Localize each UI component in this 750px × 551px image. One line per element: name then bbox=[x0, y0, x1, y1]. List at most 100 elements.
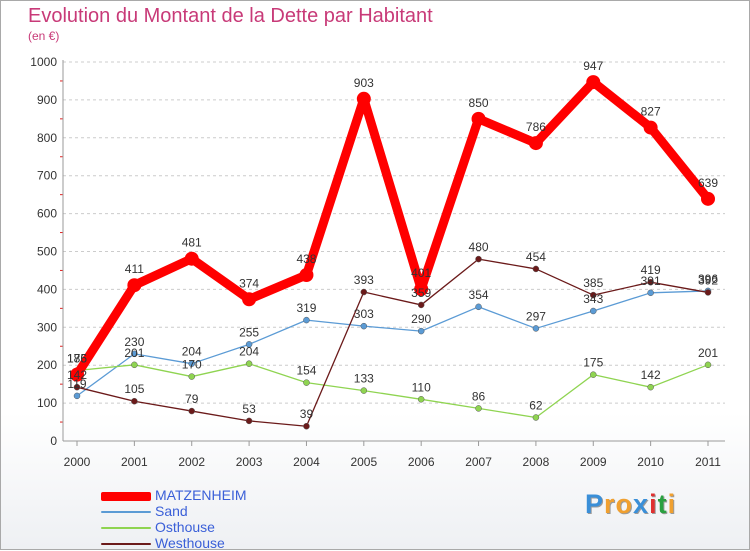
data-point-westhouse bbox=[73, 383, 81, 391]
data-label: 201 bbox=[698, 346, 718, 360]
y-tick-label: 500 bbox=[37, 245, 57, 259]
data-label: 204 bbox=[239, 345, 259, 359]
data-label: 419 bbox=[641, 263, 661, 277]
x-tick-label: 2000 bbox=[64, 455, 91, 469]
data-label: 79 bbox=[185, 392, 199, 406]
legend-swatch bbox=[101, 543, 151, 546]
data-point-osthouse bbox=[360, 387, 368, 394]
legend-item-osthouse: Osthouse bbox=[101, 519, 247, 535]
data-label: 391 bbox=[641, 274, 661, 288]
data-point-osthouse bbox=[417, 396, 425, 403]
data-label: 396 bbox=[698, 272, 718, 286]
data-label: 175 bbox=[67, 352, 87, 366]
data-point-westhouse bbox=[131, 397, 138, 405]
legend-item-westhouse: Westhouse bbox=[101, 535, 247, 551]
data-point-matzenheim bbox=[356, 91, 371, 106]
data-point-sand bbox=[532, 325, 540, 332]
data-point-osthouse bbox=[647, 383, 654, 391]
data-label: 186 bbox=[67, 352, 87, 366]
y-tick-label: 1000 bbox=[30, 55, 57, 69]
data-label: 86 bbox=[472, 389, 486, 403]
data-point-osthouse bbox=[131, 361, 138, 369]
data-point-sand bbox=[73, 392, 81, 400]
data-point-westhouse bbox=[360, 288, 368, 296]
series-line-matzenheim bbox=[72, 77, 713, 380]
legend-item-matzenheim: MATZENHEIM bbox=[101, 487, 247, 503]
x-tick-label: 2008 bbox=[523, 455, 550, 469]
data-label: 786 bbox=[526, 120, 546, 134]
logo-letter: i bbox=[649, 489, 658, 519]
x-tick-label: 2001 bbox=[121, 455, 148, 469]
legend-label: Osthouse bbox=[155, 519, 215, 535]
data-label: 850 bbox=[469, 96, 489, 110]
x-tick-label: 2006 bbox=[408, 455, 435, 469]
data-point-matzenheim bbox=[528, 136, 543, 151]
chart-subtitle: (en €) bbox=[28, 29, 60, 43]
data-point-matzenheim bbox=[242, 292, 257, 307]
y-tick-label: 700 bbox=[37, 169, 57, 183]
legend-label: Westhouse bbox=[155, 535, 225, 551]
series-line-osthouse bbox=[76, 363, 709, 419]
data-label: 290 bbox=[411, 312, 431, 326]
y-tick-label: 900 bbox=[37, 93, 57, 107]
data-label: 142 bbox=[67, 368, 87, 382]
data-point-matzenheim bbox=[299, 267, 314, 282]
data-point-sand bbox=[188, 360, 195, 367]
data-label: 401 bbox=[411, 266, 431, 280]
logo-letter: P bbox=[585, 489, 605, 519]
x-tick-label: 2007 bbox=[465, 455, 492, 469]
data-label: 230 bbox=[124, 335, 144, 349]
data-label: 454 bbox=[526, 250, 546, 264]
logo-letter: r bbox=[604, 489, 616, 519]
data-label: 903 bbox=[354, 76, 374, 90]
data-label: 354 bbox=[469, 288, 489, 302]
proxiti-logo: Proxiti bbox=[585, 489, 676, 520]
data-point-osthouse bbox=[590, 371, 597, 378]
data-label: 359 bbox=[411, 286, 431, 300]
x-tick-label: 2009 bbox=[580, 455, 607, 469]
data-label: 53 bbox=[242, 402, 256, 416]
legend-label: Sand bbox=[155, 503, 188, 519]
legend-swatch bbox=[101, 511, 151, 514]
data-point-sand bbox=[417, 327, 425, 335]
data-point-westhouse bbox=[188, 407, 195, 415]
data-label: 438 bbox=[296, 252, 316, 266]
logo-letter: i bbox=[667, 489, 677, 519]
data-point-westhouse bbox=[245, 417, 253, 425]
data-label: 393 bbox=[354, 273, 374, 287]
data-label: 170 bbox=[182, 358, 202, 372]
data-point-sand bbox=[303, 316, 310, 324]
y-tick-label: 100 bbox=[37, 396, 57, 410]
data-label: 62 bbox=[529, 399, 543, 413]
data-point-westhouse bbox=[647, 278, 654, 286]
data-label: 105 bbox=[124, 382, 144, 396]
logo-letter: t bbox=[657, 489, 668, 519]
data-point-matzenheim bbox=[184, 251, 199, 266]
logo-letter: x bbox=[633, 489, 650, 519]
x-tick-label: 2003 bbox=[236, 455, 263, 469]
chart-legend: MATZENHEIM Sand Osthouse Westhouse bbox=[101, 487, 247, 551]
y-tick-label: 0 bbox=[50, 434, 57, 448]
data-point-osthouse bbox=[188, 373, 195, 380]
data-point-osthouse bbox=[303, 379, 310, 386]
data-label: 201 bbox=[124, 346, 144, 360]
data-point-westhouse bbox=[590, 291, 597, 299]
data-label: 319 bbox=[296, 301, 316, 315]
data-label: 175 bbox=[583, 356, 603, 370]
x-tick-label: 2004 bbox=[293, 455, 320, 469]
data-label: 374 bbox=[239, 276, 259, 290]
data-label: 110 bbox=[412, 380, 431, 394]
data-point-matzenheim bbox=[701, 191, 715, 206]
y-tick-label: 800 bbox=[37, 131, 57, 145]
data-label: 154 bbox=[296, 364, 316, 378]
y-tick-label: 200 bbox=[37, 358, 57, 372]
data-point-matzenheim bbox=[586, 75, 601, 90]
data-point-westhouse bbox=[303, 422, 310, 430]
data-label: 947 bbox=[583, 59, 603, 73]
data-point-sand bbox=[590, 307, 597, 315]
data-point-osthouse bbox=[704, 361, 712, 369]
data-label: 133 bbox=[354, 372, 374, 386]
legend-item-sand: Sand bbox=[101, 503, 247, 519]
x-tick-label: 2011 bbox=[695, 455, 721, 469]
